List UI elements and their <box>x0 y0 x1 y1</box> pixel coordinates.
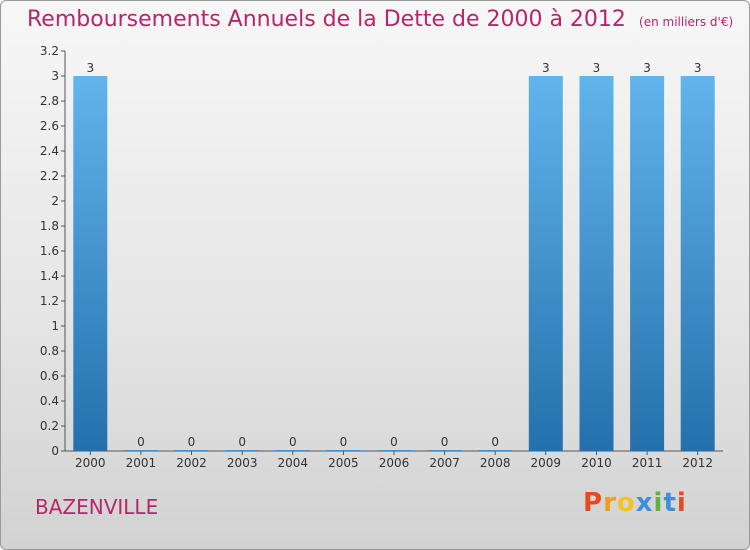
x-tick-label-2012: 2012 <box>682 456 713 470</box>
data-label-2010: 3 <box>593 61 601 75</box>
x-tick-label-2000: 2000 <box>75 456 106 470</box>
logo-letter: o <box>616 488 636 518</box>
y-tick-label: 2.4 <box>40 144 59 158</box>
logo-letter: i <box>676 488 687 518</box>
bar-2000 <box>73 76 108 451</box>
data-label-2007: 0 <box>441 435 449 449</box>
x-tick-label-2009: 2009 <box>531 456 562 470</box>
y-tick-label: 1.4 <box>40 269 59 283</box>
y-tick-label: 3.2 <box>40 44 59 58</box>
logo-letter: x <box>635 488 654 518</box>
data-label-2004: 0 <box>289 435 297 449</box>
x-tick-label-2011: 2011 <box>632 456 663 470</box>
data-label-2005: 0 <box>340 435 348 449</box>
y-tick-label: 0.4 <box>40 394 59 408</box>
bar-2002 <box>174 450 209 451</box>
y-tick-label: 2.6 <box>40 119 59 133</box>
data-label-2009: 3 <box>542 61 550 75</box>
x-tick-label-2001: 2001 <box>126 456 157 470</box>
x-tick-label-2004: 2004 <box>278 456 309 470</box>
x-tick-label-2005: 2005 <box>328 456 359 470</box>
data-label-2000: 3 <box>86 61 94 75</box>
x-tick-label-2008: 2008 <box>480 456 511 470</box>
data-label-2006: 0 <box>390 435 398 449</box>
logo-letter: t <box>663 488 677 518</box>
y-tick-label: 0.2 <box>40 419 59 433</box>
bar-2009 <box>528 76 563 451</box>
commune-name: BAZENVILLE <box>35 495 159 519</box>
bar-2008 <box>478 450 513 451</box>
bar-2011 <box>630 76 665 451</box>
data-label-2001: 0 <box>137 435 145 449</box>
x-tick-label-2007: 2007 <box>429 456 460 470</box>
chart-title-main: Remboursements Annuels de la Dette de 20… <box>27 7 626 32</box>
x-tick-label-2003: 2003 <box>227 456 258 470</box>
bar-2004 <box>275 450 310 451</box>
chart-title-unit: (en milliers d'€) <box>639 15 734 29</box>
x-tick-label-2010: 2010 <box>581 456 612 470</box>
bar-2010 <box>579 76 614 451</box>
x-tick-label-2006: 2006 <box>379 456 410 470</box>
y-tick-label: 1.6 <box>40 244 59 258</box>
y-tick-label: 3 <box>51 69 59 83</box>
y-tick-label: 1.8 <box>40 219 59 233</box>
bar-2001 <box>123 450 158 451</box>
data-label-2003: 0 <box>238 435 246 449</box>
y-tick-label: 1.2 <box>40 294 59 308</box>
y-tick-label: 0.8 <box>40 344 59 358</box>
logo-letter: i <box>653 488 664 518</box>
y-tick-label: 1 <box>51 319 59 333</box>
y-tick-label: 0.6 <box>40 369 59 383</box>
bar-2007 <box>427 450 462 451</box>
logo-letter: r <box>603 488 617 518</box>
chart-title: Remboursements Annuels de la Dette de 20… <box>27 7 733 32</box>
bar-2003 <box>225 450 260 451</box>
data-label-2002: 0 <box>188 435 196 449</box>
y-tick-label: 2.8 <box>40 94 59 108</box>
bar-2005 <box>326 450 361 451</box>
x-tick-label-2002: 2002 <box>176 456 207 470</box>
data-label-2011: 3 <box>643 61 651 75</box>
data-label-2012: 3 <box>694 61 702 75</box>
bar-2006 <box>377 450 411 451</box>
data-label-2008: 0 <box>491 435 499 449</box>
y-tick-label: 0 <box>51 444 59 458</box>
y-tick-label: 2.2 <box>40 169 59 183</box>
proxiti-logo: Proxiti <box>583 488 687 518</box>
bar-2012 <box>680 76 715 451</box>
logo-letter: P <box>583 488 604 518</box>
y-tick-label: 2 <box>51 194 59 208</box>
